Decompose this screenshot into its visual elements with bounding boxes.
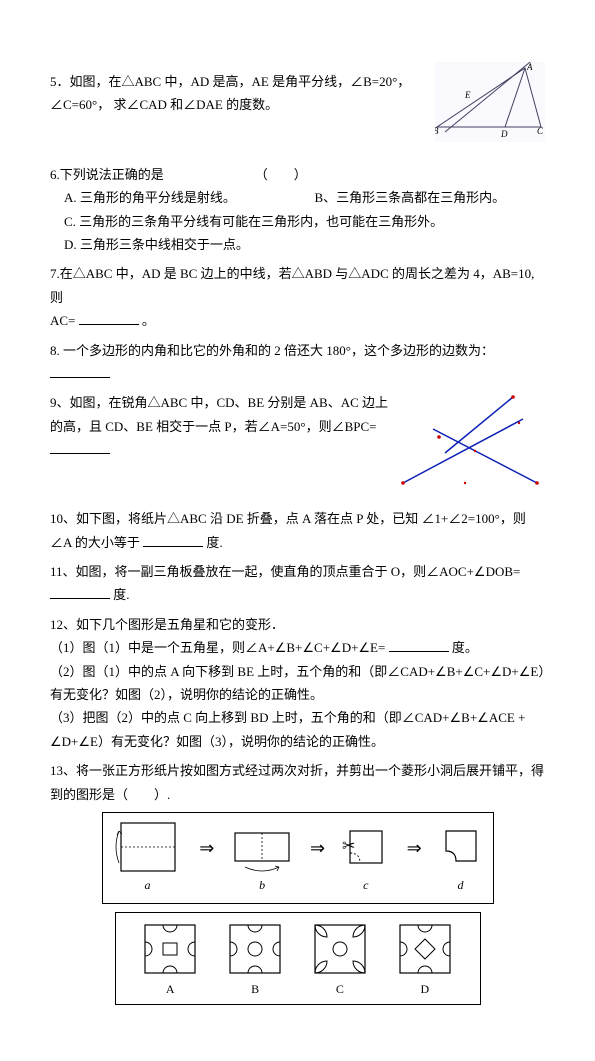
problem-10-lead: 10、如下图，将纸片△ABC 沿 DE 折叠，点 A 落在点 P 处，已知 ∠1… (50, 511, 526, 549)
problem-12-lead: 12、如下几个图形是五角星和它的变形． (50, 613, 545, 636)
choice-label-C: C (336, 979, 344, 1001)
blank-8[interactable] (50, 364, 110, 378)
arrow-icon: ⇒ (310, 832, 325, 864)
problem-7-tail: AC= (50, 313, 75, 328)
problem-12-2: （2）图（1）中的点 A 向下移到 BE 上时，五个角的和（即∠CAD+∠B+∠… (50, 660, 545, 707)
fold-label-a: a (113, 875, 183, 897)
problem-7-lead: 7.在△ABC 中，AD 是 BC 边上的中线，若△ABD 与△ADC 的周长之… (50, 266, 534, 304)
unfold-choices-figure: A B C D (115, 912, 481, 1006)
problem-11: 11、如图，将一副三角板叠放在一起，使直角的顶点重合于 O，则∠AOC+∠DOB… (50, 560, 545, 607)
problem-9-lead: 9、如图，在锐角△ABC 中，CD、BE 分别是 AB、AC 边上的高，且 CD… (50, 395, 388, 433)
blank-7[interactable] (79, 311, 139, 325)
arrow-icon: ⇒ (407, 832, 422, 864)
fold-sequence-figure: ⇒ ⇒ ✂ ⇒ a b c d (102, 812, 494, 904)
fold-label-d: d (438, 875, 482, 897)
fold-label-c: c (342, 875, 390, 897)
arrow-icon: ⇒ (199, 832, 214, 864)
choice-label-A: A (166, 979, 175, 1001)
problem-9: 9、如图，在锐角△ABC 中，CD、BE 分别是 AB、AC 边上的高，且 CD… (50, 391, 545, 501)
opt-6-D: D. 三角形三条中线相交于一点。 (64, 233, 545, 256)
problem-12-3: （3）把图（2）中的点 C 向上移到 BD 上时，五个角的和（即∠CAD+∠B+… (50, 706, 545, 753)
fold-step-b (231, 819, 293, 877)
svg-text:D: D (500, 129, 508, 139)
svg-text:A: A (526, 62, 533, 72)
problem-6: 6.下列说法正确的是 （ ） A. 三角形的角平分线是射线。 B、三角形三条高都… (50, 163, 545, 257)
problem-6-lead: 6.下列说法正确的是 （ ） (50, 163, 545, 186)
svg-text:C: C (537, 126, 544, 136)
choice-B-figure (224, 921, 286, 977)
opt-6-B: B、三角形三条高都在三角形内。 (315, 186, 546, 209)
triangle-heights-figure (395, 391, 545, 501)
fold-label-b: b (231, 875, 293, 897)
problem-6-options: A. 三角形的角平分线是射线。 B、三角形三条高都在三角形内。 C. 三角形的三… (64, 186, 545, 256)
problem-10-unit: 度. (206, 535, 222, 550)
triangle-figure: A B C D E (435, 62, 545, 142)
svg-text:B: B (435, 126, 439, 136)
problem-10: 10、如下图，将纸片△ABC 沿 DE 折叠，点 A 落在点 P 处，已知 ∠1… (50, 507, 545, 554)
choice-D-figure (394, 921, 456, 977)
problem-5-text: 5．如图，在△ABC 中，AD 是高，AE 是角平分线，∠B=20°，∠C=60… (50, 74, 410, 112)
choice-label-D: D (421, 979, 430, 1001)
fold-step-c: ✂ (342, 819, 390, 877)
choice-C-figure (309, 921, 371, 977)
problem-11-unit: 度. (113, 587, 129, 602)
opt-6-C: C. 三角形的三条角平分线有可能在三角形内，也可能在三角形外。 (64, 210, 545, 233)
problem-12: 12、如下几个图形是五角星和它的变形． （1）图（1）中是一个五角星，则∠A+∠… (50, 613, 545, 753)
blank-11[interactable] (50, 585, 110, 599)
choice-label-B: B (251, 979, 259, 1001)
problem-11-lead: 11、如图，将一副三角板叠放在一起，使直角的顶点重合于 O，则∠AOC+∠DOB… (50, 564, 520, 579)
problem-13: 13、将一张正方形纸片按如图方式经过两次对折，并剪出一个菱形小洞后展开铺平，得到… (50, 759, 545, 1005)
problem-13-lead: 13、将一张正方形纸片按如图方式经过两次对折，并剪出一个菱形小洞后展开铺平，得到… (50, 763, 544, 801)
problem-8-lead: 8. 一个多边形的内角和比它的外角和的 2 倍还大 180°，这个多边形的边数为… (50, 343, 494, 358)
problem-7: 7.在△ABC 中，AD 是 BC 边上的中线，若△ABD 与△ADC 的周长之… (50, 262, 545, 332)
blank-12-1[interactable] (389, 638, 449, 652)
svg-text:✂: ✂ (342, 838, 355, 855)
problem-12-1: （1）图（1）中是一个五角星，则∠A+∠B+∠C+∠D+∠E= (50, 640, 385, 655)
problem-8: 8. 一个多边形的内角和比它的外角和的 2 倍还大 180°，这个多边形的边数为… (50, 339, 545, 386)
opt-6-A: A. 三角形的角平分线是射线。 (64, 186, 295, 209)
blank-9[interactable] (50, 440, 110, 454)
svg-text:E: E (464, 90, 471, 100)
blank-10[interactable] (143, 533, 203, 547)
choice-A-figure (139, 921, 201, 977)
problem-5: A B C D E 5．如图，在△ABC 中，AD 是高，AE 是角平分线，∠B… (50, 70, 545, 157)
fold-step-d (438, 819, 482, 877)
fold-step-a (113, 819, 183, 877)
